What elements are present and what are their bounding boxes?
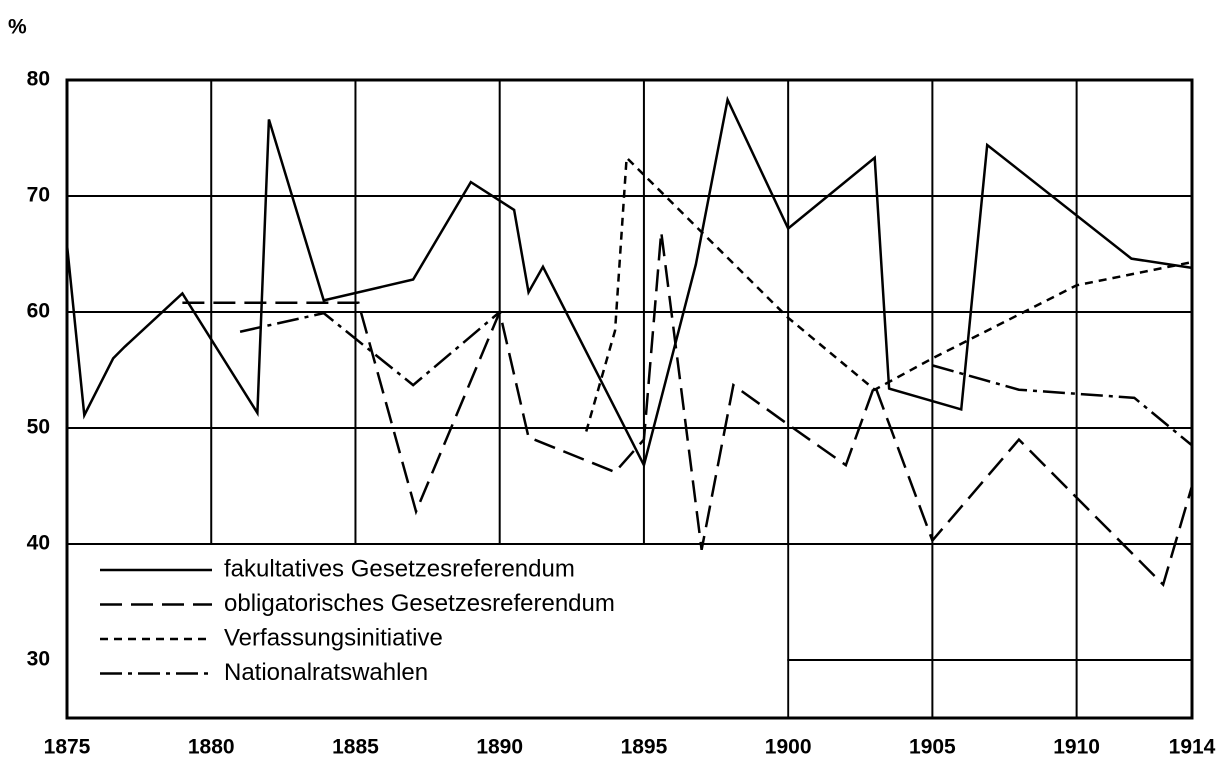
series-line <box>65 95 1193 469</box>
x-tick-label: 1885 <box>332 736 379 759</box>
x-tick-label: 1905 <box>909 736 956 759</box>
legend-label: Nationalratswahlen <box>224 659 428 686</box>
x-tick-label: 1910 <box>1053 736 1100 759</box>
series-line <box>585 154 1193 432</box>
legend-box <box>68 545 788 717</box>
legend-label: fakultatives Gesetzesreferendum <box>224 555 575 582</box>
y-tick-label: 70 <box>27 184 50 207</box>
x-tick-label: 1890 <box>476 736 523 759</box>
legend-label: obligatorisches Gesetzesreferendum <box>224 590 615 617</box>
x-tick-label: 1914 <box>1169 736 1216 759</box>
series-line <box>239 311 1193 447</box>
x-tick-label: 1900 <box>765 736 812 759</box>
y-tick-label: 40 <box>27 532 50 555</box>
x-tick-label: 1875 <box>44 736 91 759</box>
y-axis-label: % <box>8 16 27 39</box>
plot-frame <box>65 78 1194 720</box>
series-line <box>182 231 1194 587</box>
y-tick-label: 60 <box>27 300 50 323</box>
x-tick-label: 1895 <box>621 736 668 759</box>
y-tick-label: 30 <box>27 648 50 671</box>
y-tick-label: 80 <box>27 68 50 91</box>
x-tick-label: 1880 <box>188 736 235 759</box>
legend-label: Verfassungsinitiative <box>224 624 443 651</box>
y-tick-label: 50 <box>27 416 50 439</box>
